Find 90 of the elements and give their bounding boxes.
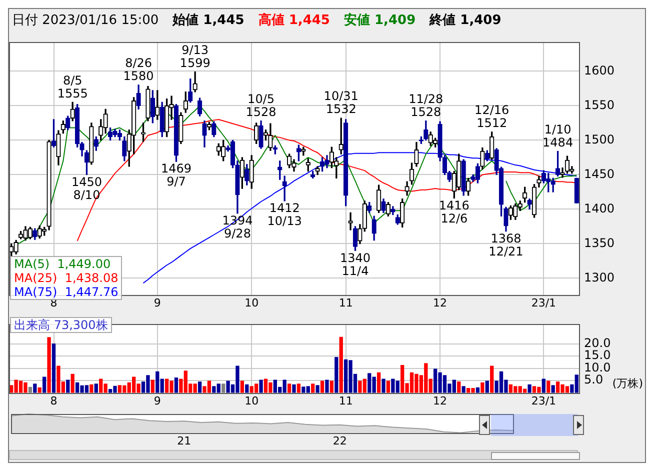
annotation: 1/10 1484 [542,122,574,150]
bar [320,380,324,393]
bar [490,366,494,393]
bar [259,380,263,393]
annotation: 1412 10/13 [267,201,302,228]
annotation: 1450 8/10 [71,174,102,202]
annotation: 8/26 1580 [123,56,154,84]
chart-title: 日付 2023/01/16 15:00 [12,12,159,28]
bar [508,384,513,393]
y-tick-label: 5.0 [584,372,604,387]
bar [52,343,56,393]
bar [174,378,178,393]
annotation: 1368 12/21 [488,231,524,258]
bar [339,336,343,393]
bar [546,380,550,393]
text: 高値 1,445 [258,12,330,28]
series-label: MA(5) 1,449.00 [14,257,112,271]
x-tick-label: 23/1 [531,296,556,310]
bar [90,384,94,393]
annotation: 11/28 1528 [408,92,444,120]
bar [376,372,381,393]
annotation: 9/13 1599 [180,43,210,70]
x-tick-label: 21 [177,434,192,448]
bar [292,384,296,393]
bar [198,381,202,393]
bar [287,384,292,393]
chart-title: 出来高 73,300株 [10,317,112,333]
y-tick-label: 1350 [584,236,615,250]
y-tick-label: 1450 [584,166,615,181]
text: 終値 1,409 [430,12,502,28]
annotation: 10/5 1528 [246,92,276,120]
bar [382,378,386,393]
bar [240,380,244,393]
annotation: 8/5 1555 [57,73,88,100]
bar [386,380,390,393]
bar [528,384,532,393]
bar [542,378,546,393]
bar [150,380,155,393]
bar [94,384,98,393]
bar [66,380,70,393]
x-tick-label: 9 [154,394,161,408]
y-axis-title: (万株) [612,376,643,391]
x-tick-label: 11 [338,394,353,408]
y-tick-label: 1600 [584,63,615,78]
x-tick-label: 10 [244,394,259,408]
bar [462,386,466,393]
text: 始値 1,445 [172,12,244,28]
annotation: 10/31 1532 [324,89,358,116]
bar [254,384,258,393]
annotation: 1469 9/7 [160,162,192,189]
bar [42,376,46,393]
y-tick-label: 15.0 [584,348,611,362]
bar [245,384,249,393]
y-tick-label: 10.0 [584,360,611,374]
y-tick-label: 1300 [584,270,615,284]
annotation: 12/16 1512 [474,103,510,130]
bar [485,380,489,393]
bar [296,384,301,393]
bar [316,385,320,393]
x-tick-label: 12 [433,296,448,310]
bar [334,356,338,393]
x-tick-label: 12 [433,394,448,408]
x-tick-label: 23/1 [531,394,556,408]
x-tick-label: 8 [50,394,58,408]
y-tick-label: 20.0 [584,336,611,350]
candlestick [348,212,353,230]
bar [33,384,37,393]
bar [222,384,226,393]
bar [47,337,51,393]
annotation: 1416 12/6 [438,198,470,226]
bar [330,380,334,393]
bar [480,382,484,393]
x-tick-label: 11 [338,296,353,310]
x-tick-label: 10 [244,296,259,310]
annotation: 1340 11/4 [340,250,371,278]
y-tick-label: 1400 [584,201,615,216]
bar [551,385,555,393]
y-tick-label: 1500 [584,132,615,146]
bar [457,381,461,393]
y-tick-label: 1550 [584,98,615,112]
bar [70,374,74,393]
bar [325,380,329,393]
x-tick-label: 9 [154,296,161,310]
bar [118,385,122,393]
text: MA(75) 1,447.76 [14,285,118,299]
bar [311,384,315,393]
candlestick [282,176,287,202]
text: MA(25) 1,438.08 [14,271,118,285]
text: 安値 1,409 [344,12,416,28]
x-tick-label: 22 [332,434,347,448]
